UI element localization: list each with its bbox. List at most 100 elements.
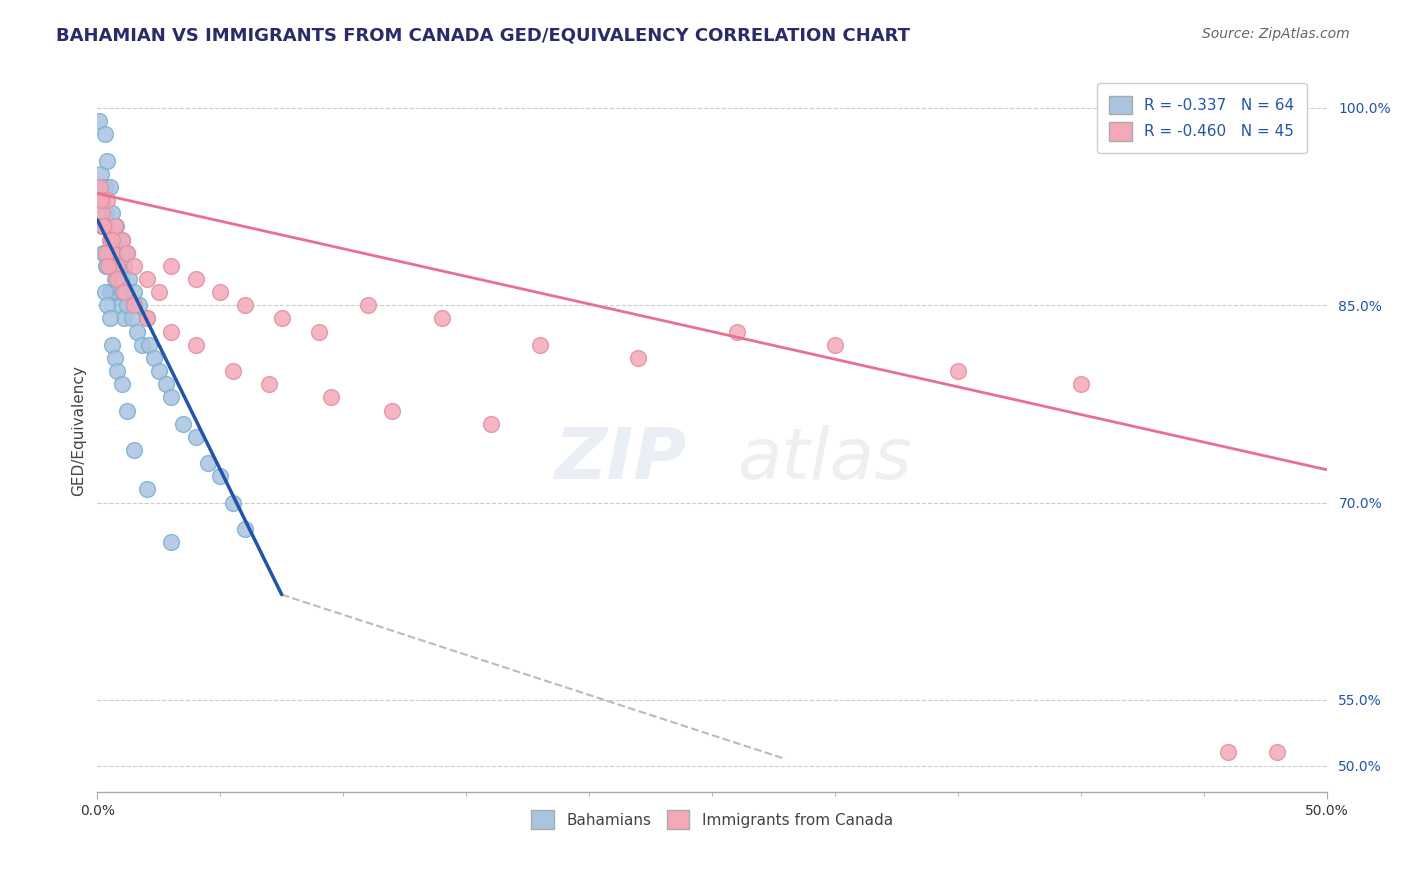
Point	[135, 272, 157, 286]
Point	[96, 153, 118, 168]
Point	[115, 245, 138, 260]
Point	[105, 272, 128, 286]
Point	[209, 285, 232, 299]
Point	[110, 298, 132, 312]
Point	[135, 311, 157, 326]
Point	[111, 233, 134, 247]
Point	[93, 285, 115, 299]
Point	[946, 364, 969, 378]
Point	[90, 193, 112, 207]
Point	[111, 272, 134, 286]
Point	[111, 285, 134, 299]
Text: ZIP: ZIP	[555, 425, 688, 493]
Point	[184, 337, 207, 351]
Point	[142, 351, 165, 365]
Y-axis label: GED/Equivalency: GED/Equivalency	[72, 365, 86, 496]
Point	[725, 325, 748, 339]
Point	[135, 311, 157, 326]
Point	[91, 193, 114, 207]
Point	[91, 219, 114, 234]
Point	[111, 377, 134, 392]
Point	[101, 337, 124, 351]
Point	[138, 337, 160, 351]
Point	[91, 206, 114, 220]
Point	[107, 272, 129, 286]
Point	[87, 114, 110, 128]
Point	[1070, 377, 1092, 392]
Point	[160, 390, 183, 404]
Point	[98, 285, 121, 299]
Point	[90, 193, 112, 207]
Point	[233, 522, 256, 536]
Point	[96, 193, 118, 207]
Point	[155, 377, 177, 392]
Point	[105, 245, 128, 260]
Point	[233, 298, 256, 312]
Point	[104, 219, 127, 234]
Point	[184, 430, 207, 444]
Point	[101, 233, 124, 247]
Point	[319, 390, 342, 404]
Point	[115, 403, 138, 417]
Point	[1218, 746, 1240, 760]
Point	[824, 337, 846, 351]
Point	[96, 259, 118, 273]
Point	[90, 167, 112, 181]
Point	[259, 377, 281, 392]
Point	[94, 245, 117, 260]
Point	[160, 325, 183, 339]
Point	[103, 272, 125, 286]
Point	[115, 298, 138, 312]
Point	[118, 272, 141, 286]
Point	[111, 233, 134, 247]
Legend: Bahamians, Immigrants from Canada: Bahamians, Immigrants from Canada	[524, 804, 898, 835]
Point	[103, 219, 125, 234]
Point	[93, 219, 115, 234]
Point	[93, 219, 115, 234]
Text: atlas: atlas	[737, 425, 911, 493]
Point	[122, 259, 145, 273]
Point	[122, 442, 145, 457]
Point	[93, 219, 115, 234]
Point	[93, 180, 115, 194]
Point	[98, 180, 121, 194]
Point	[197, 456, 219, 470]
Point	[131, 337, 153, 351]
Point	[98, 311, 121, 326]
Point	[308, 325, 330, 339]
Point	[381, 403, 404, 417]
Point	[94, 245, 117, 260]
Text: BAHAMIAN VS IMMIGRANTS FROM CANADA GED/EQUIVALENCY CORRELATION CHART: BAHAMIAN VS IMMIGRANTS FROM CANADA GED/E…	[56, 27, 910, 45]
Point	[128, 298, 150, 312]
Point	[270, 311, 292, 326]
Point	[209, 469, 232, 483]
Point	[108, 259, 131, 273]
Point	[89, 180, 111, 194]
Point	[93, 245, 115, 260]
Point	[101, 206, 124, 220]
Point	[112, 259, 135, 273]
Point	[122, 298, 145, 312]
Point	[184, 272, 207, 286]
Point	[357, 298, 380, 312]
Point	[101, 259, 124, 273]
Point	[479, 417, 502, 431]
Point	[148, 285, 170, 299]
Point	[221, 495, 243, 509]
Point	[103, 351, 125, 365]
Point	[112, 311, 135, 326]
Point	[112, 285, 135, 299]
Point	[627, 351, 650, 365]
Point	[160, 259, 183, 273]
Point	[148, 364, 170, 378]
Point	[115, 245, 138, 260]
Point	[96, 298, 118, 312]
Point	[125, 325, 148, 339]
Point	[103, 233, 125, 247]
Point	[105, 364, 128, 378]
Point	[172, 417, 194, 431]
Point	[529, 337, 551, 351]
Point	[94, 259, 117, 273]
Point	[1267, 746, 1289, 760]
Point	[98, 233, 121, 247]
